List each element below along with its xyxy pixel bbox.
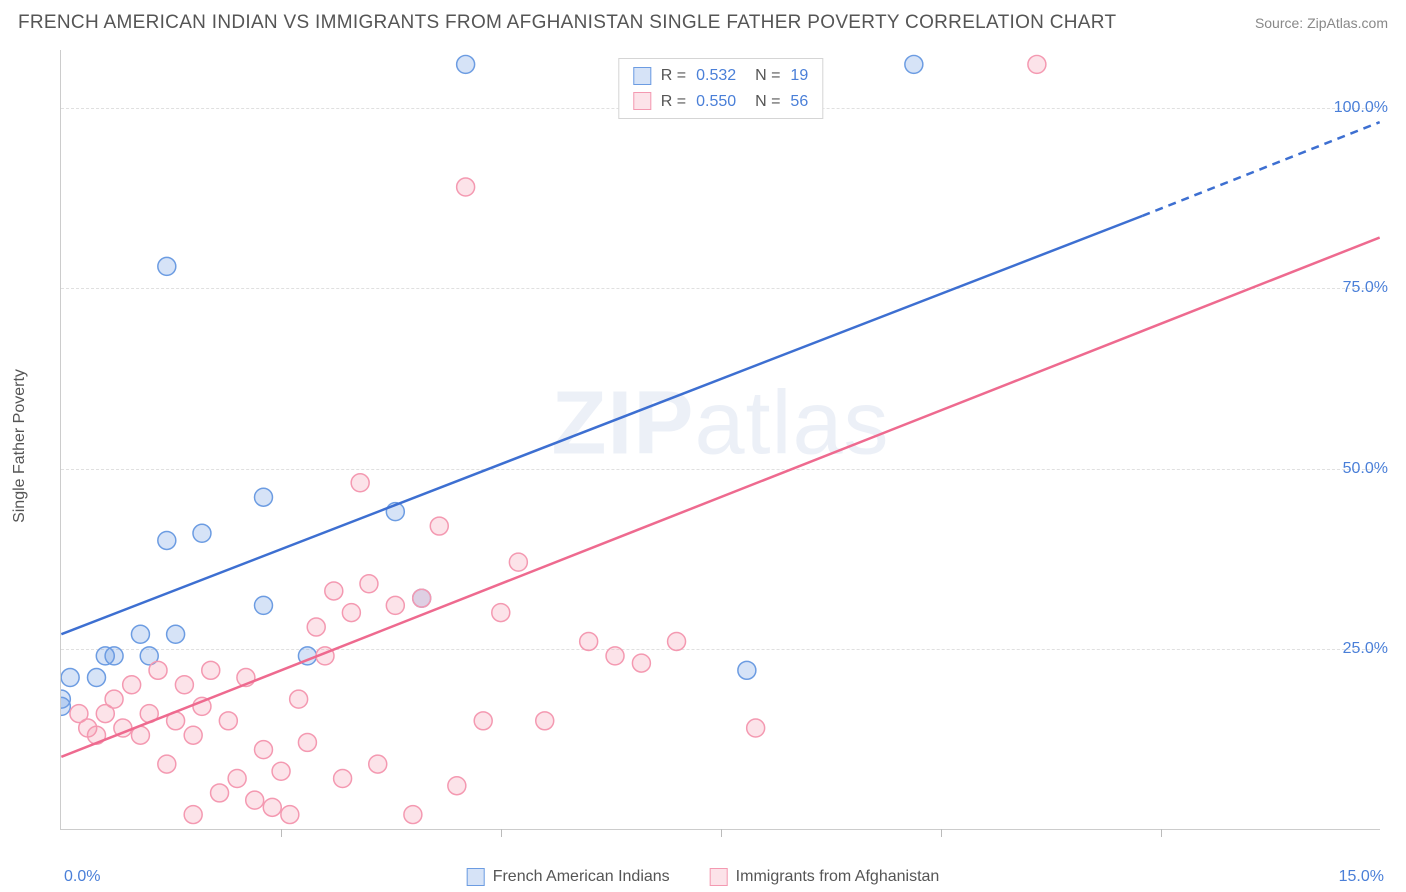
data-point <box>158 531 176 549</box>
data-point <box>738 661 756 679</box>
data-point <box>413 589 431 607</box>
data-point <box>228 770 246 788</box>
data-point <box>606 647 624 665</box>
data-point <box>905 55 923 73</box>
data-point <box>457 178 475 196</box>
x-axis-max-label: 15.0% <box>1339 868 1384 886</box>
data-point <box>404 806 422 824</box>
x-axis-min-label: 0.0% <box>64 868 100 886</box>
x-tick <box>1161 829 1162 837</box>
data-point <box>342 604 360 622</box>
y-axis-label: Single Father Poverty <box>11 369 29 523</box>
data-point <box>202 661 220 679</box>
r-value-2: 0.550 <box>696 89 736 115</box>
data-point <box>61 669 79 687</box>
legend-swatch-icon <box>710 868 728 886</box>
header: FRENCH AMERICAN INDIAN VS IMMIGRANTS FRO… <box>18 12 1388 34</box>
data-point <box>184 806 202 824</box>
data-point <box>105 647 123 665</box>
data-point <box>474 712 492 730</box>
data-point <box>123 676 141 694</box>
data-point <box>281 806 299 824</box>
legend-swatch-icon <box>467 868 485 886</box>
x-tick <box>281 829 282 837</box>
data-point <box>580 632 598 650</box>
data-point <box>254 741 272 759</box>
plot-region: ZIPatlas R = 0.532 N = 19 R = 0.550 N = … <box>60 50 1380 830</box>
legend-row-2: R = 0.550 N = 56 <box>633 89 808 115</box>
data-point <box>131 625 149 643</box>
x-tick <box>501 829 502 837</box>
data-point <box>149 661 167 679</box>
data-point <box>430 517 448 535</box>
chart-area: ZIPatlas R = 0.532 N = 19 R = 0.550 N = … <box>60 50 1380 830</box>
data-point <box>184 726 202 744</box>
n-value-1: 19 <box>790 63 808 89</box>
trend-line-dashed <box>1142 122 1379 216</box>
data-point <box>369 755 387 773</box>
x-tick <box>941 829 942 837</box>
scatter-svg <box>61 50 1380 829</box>
data-point <box>193 524 211 542</box>
legend-row-1: R = 0.532 N = 19 <box>633 63 808 89</box>
data-point <box>536 712 554 730</box>
data-point <box>254 488 272 506</box>
data-point <box>254 596 272 614</box>
legend-item-2: Immigrants from Afghanistan <box>710 868 940 886</box>
correlation-legend: R = 0.532 N = 19 R = 0.550 N = 56 <box>618 58 823 119</box>
data-point <box>334 770 352 788</box>
n-value-2: 56 <box>790 89 808 115</box>
data-point <box>167 625 185 643</box>
data-point <box>263 798 281 816</box>
data-point <box>105 690 123 708</box>
data-point <box>325 582 343 600</box>
trend-line <box>61 216 1142 634</box>
data-point <box>88 669 106 687</box>
data-point <box>360 575 378 593</box>
legend-item-1: French American Indians <box>467 868 670 886</box>
data-point <box>492 604 510 622</box>
chart-title: FRENCH AMERICAN INDIAN VS IMMIGRANTS FRO… <box>18 12 1116 34</box>
r-value-1: 0.532 <box>696 63 736 89</box>
data-point <box>1028 55 1046 73</box>
data-point <box>175 676 193 694</box>
data-point <box>448 777 466 795</box>
data-point <box>386 596 404 614</box>
legend-swatch-icon <box>633 67 651 85</box>
series-legend: French American Indians Immigrants from … <box>467 868 940 886</box>
data-point <box>158 755 176 773</box>
data-point <box>211 784 229 802</box>
data-point <box>219 712 237 730</box>
legend-label-1: French American Indians <box>493 868 670 886</box>
data-point <box>457 55 475 73</box>
data-point <box>290 690 308 708</box>
data-point <box>158 257 176 275</box>
data-point <box>307 618 325 636</box>
data-point <box>509 553 527 571</box>
x-tick <box>721 829 722 837</box>
data-point <box>747 719 765 737</box>
data-point <box>668 632 686 650</box>
data-point <box>272 762 290 780</box>
legend-label-2: Immigrants from Afghanistan <box>736 868 940 886</box>
source-label: Source: ZipAtlas.com <box>1255 15 1388 31</box>
legend-swatch-icon <box>633 92 651 110</box>
data-point <box>632 654 650 672</box>
data-point <box>246 791 264 809</box>
data-point <box>351 474 369 492</box>
data-point <box>298 733 316 751</box>
